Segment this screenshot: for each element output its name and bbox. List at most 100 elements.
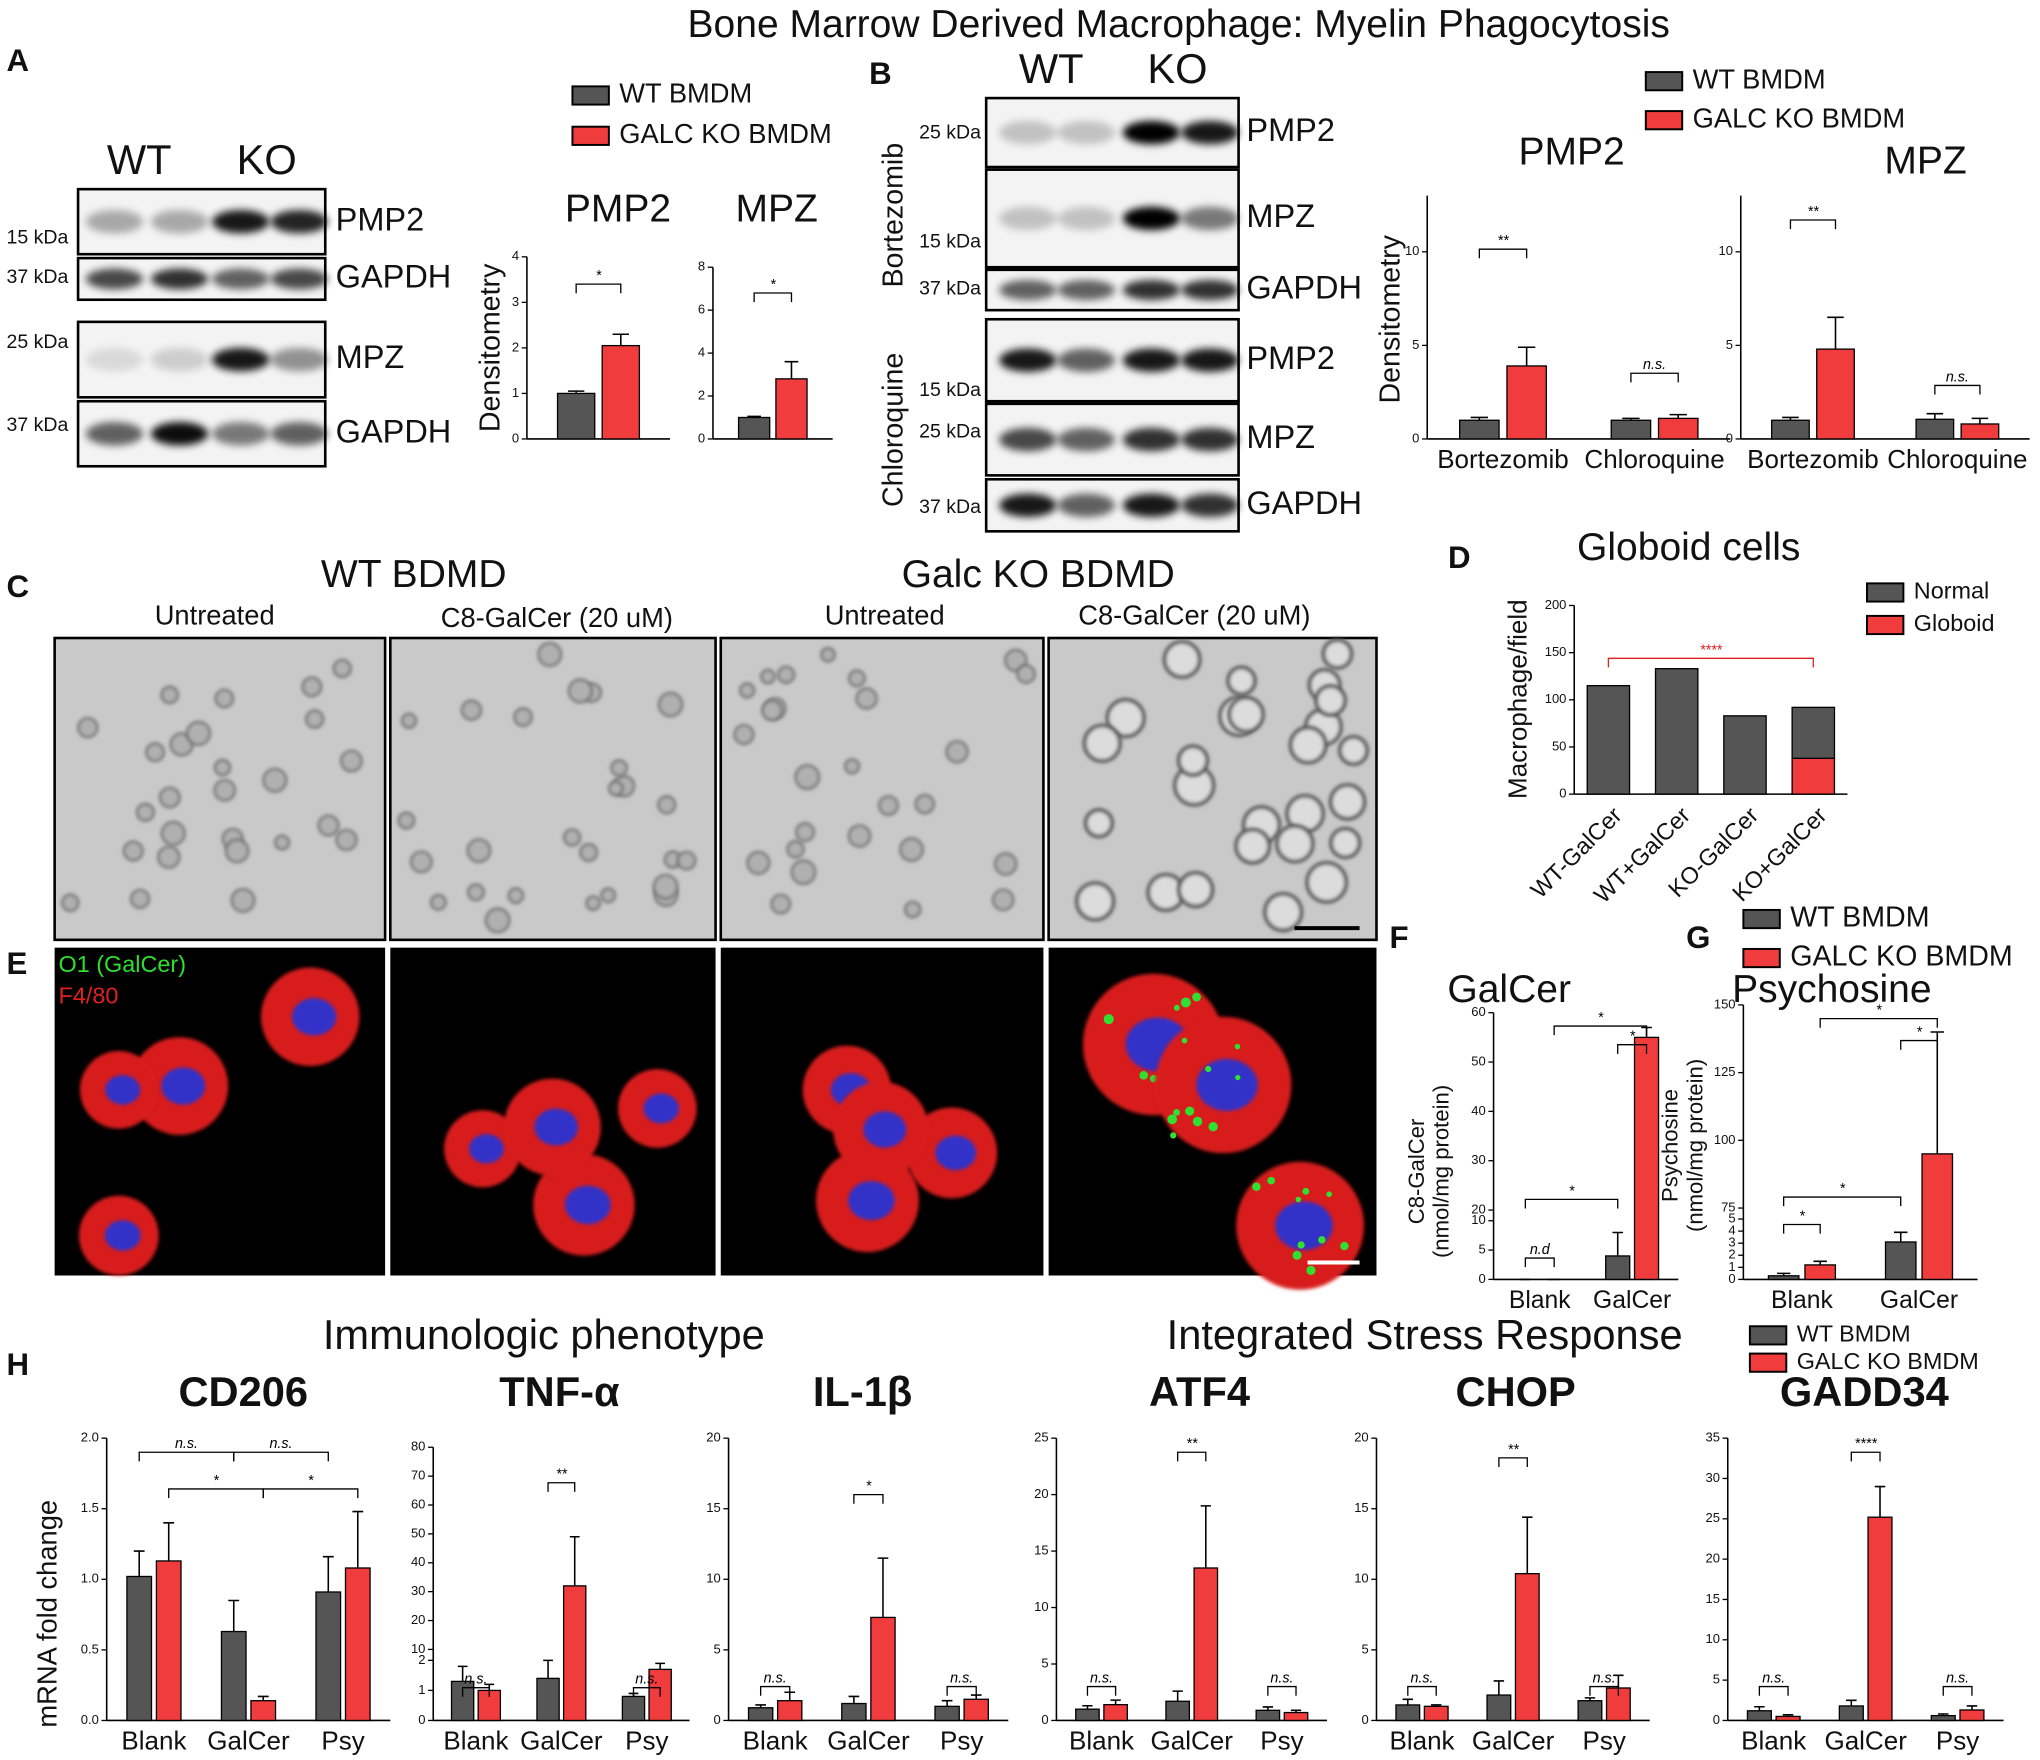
panel-letter: H xyxy=(7,1347,30,1382)
significance-label: n.s. xyxy=(1090,1671,1113,1687)
galcer-stain xyxy=(1252,1182,1261,1191)
blot-band xyxy=(1122,348,1181,372)
blot-band xyxy=(150,422,209,446)
blot-band xyxy=(999,493,1057,518)
cell xyxy=(301,676,323,698)
significance-label: * xyxy=(213,1473,219,1489)
legend-swatch xyxy=(1742,947,1781,969)
bar xyxy=(1767,1275,1800,1281)
y-tick-label: 5 xyxy=(1412,337,1419,352)
nucleus xyxy=(1275,1201,1333,1251)
x-tick-label: Blank xyxy=(1771,1287,1833,1314)
bar xyxy=(536,1677,560,1722)
y-tick-label: 10 xyxy=(706,1571,720,1586)
significance-label: ** xyxy=(1497,233,1509,249)
legend-swatch xyxy=(1748,1325,1788,1346)
x-tick-label: Chloroquine xyxy=(1584,444,1724,474)
cell xyxy=(513,707,533,727)
y-tick-label: 150 xyxy=(1714,996,1736,1011)
x-tick-label: Blank xyxy=(1069,1725,1135,1755)
bar xyxy=(934,1705,960,1722)
cell xyxy=(567,678,593,704)
blot-band xyxy=(150,268,209,290)
cell xyxy=(790,859,816,885)
x-tick-label: Blank xyxy=(1509,1287,1571,1314)
significance-bracket xyxy=(1607,657,1814,668)
y-axis-label: Macrophage/field xyxy=(1502,599,1532,799)
error-bar xyxy=(1926,412,1944,420)
cell xyxy=(430,894,447,911)
y-tick-label: 10 xyxy=(1718,243,1732,258)
blot-band xyxy=(85,268,144,290)
kda-label: 25 kDa xyxy=(7,331,69,353)
galcer-stain xyxy=(1170,1132,1177,1139)
cell xyxy=(335,829,358,851)
y-tick-label: 40 xyxy=(1471,1103,1485,1118)
y-tick-label: 5 xyxy=(1728,1210,1735,1225)
legend-label: Normal xyxy=(1914,578,1989,604)
y-axis-label: Psychosine xyxy=(1658,1089,1683,1202)
legend-label: GALC KO BMDM xyxy=(619,118,831,149)
galcer-stain xyxy=(1302,1187,1310,1195)
bar xyxy=(1423,1705,1449,1722)
condition-label: Untreated xyxy=(825,599,945,630)
nucleus xyxy=(161,1067,206,1105)
y-tick-label: 0 xyxy=(512,430,519,445)
significance-label: n.s. xyxy=(764,1671,787,1687)
y-tick-label: 50 xyxy=(1471,1053,1485,1068)
y-tick-label: 10 xyxy=(411,1641,425,1656)
error-bar xyxy=(543,1659,553,1679)
error-bar xyxy=(257,1695,269,1701)
blot-band xyxy=(1181,206,1239,231)
y-tick-label: 5 xyxy=(714,1641,721,1656)
treatment-label: Bortezomib xyxy=(878,143,910,288)
cell xyxy=(123,840,144,862)
cell xyxy=(1314,684,1347,717)
cell xyxy=(1083,808,1114,839)
error-bar xyxy=(877,1557,889,1618)
x-tick-label: Bortezomib xyxy=(1747,444,1879,474)
y-tick-label: 30 xyxy=(1705,1470,1719,1485)
galcer-stain xyxy=(1205,1065,1212,1073)
error-bar xyxy=(1622,417,1640,421)
bar xyxy=(562,1585,587,1722)
nucleus xyxy=(534,1108,579,1146)
cell xyxy=(657,795,677,815)
significance-bracket xyxy=(168,1488,264,1499)
bar xyxy=(1395,1704,1421,1722)
cell xyxy=(795,822,815,842)
chart-title: IL-1β xyxy=(813,1368,912,1415)
y-tick-label: 1 xyxy=(512,385,519,400)
y-tick-label: 75 xyxy=(1721,1199,1735,1214)
significance-label: * xyxy=(596,268,602,284)
nucleus xyxy=(848,1181,895,1221)
bar xyxy=(1605,1255,1631,1281)
x-tick-label: Blank xyxy=(1741,1725,1807,1755)
y-tick-label: 100 xyxy=(1545,691,1567,706)
panel-letter: C xyxy=(7,569,30,604)
error-bar xyxy=(457,1665,468,1682)
treatment-label: Chloroquine xyxy=(878,353,910,507)
protein-label: GAPDH xyxy=(336,259,452,295)
y-tick-label: 2 xyxy=(512,339,519,354)
kda-label: 25 kDa xyxy=(919,421,981,443)
significance-bracket xyxy=(1758,1685,1789,1696)
legend-label: WT BMDM xyxy=(1693,63,1826,94)
galcer-stain xyxy=(1173,1108,1180,1116)
lane-label: WT xyxy=(107,136,172,183)
x-tick-label: GalCer xyxy=(1151,1725,1234,1755)
bar xyxy=(1884,1241,1917,1281)
y-tick-label: 20 xyxy=(1705,1551,1719,1566)
y-tick-label: 0 xyxy=(1726,430,1733,445)
bar xyxy=(870,1616,896,1722)
cell xyxy=(186,721,211,746)
error-bar xyxy=(567,390,585,394)
cell xyxy=(786,840,805,859)
significance-label: n.s. xyxy=(464,1672,487,1688)
y-axis-label: (nmol/mg protein) xyxy=(1429,1085,1454,1258)
galcer-stain xyxy=(1267,1176,1275,1185)
bar xyxy=(1577,1700,1603,1722)
cell xyxy=(1016,664,1036,684)
bar xyxy=(747,1707,774,1722)
y-tick-label: 200 xyxy=(1545,597,1567,612)
